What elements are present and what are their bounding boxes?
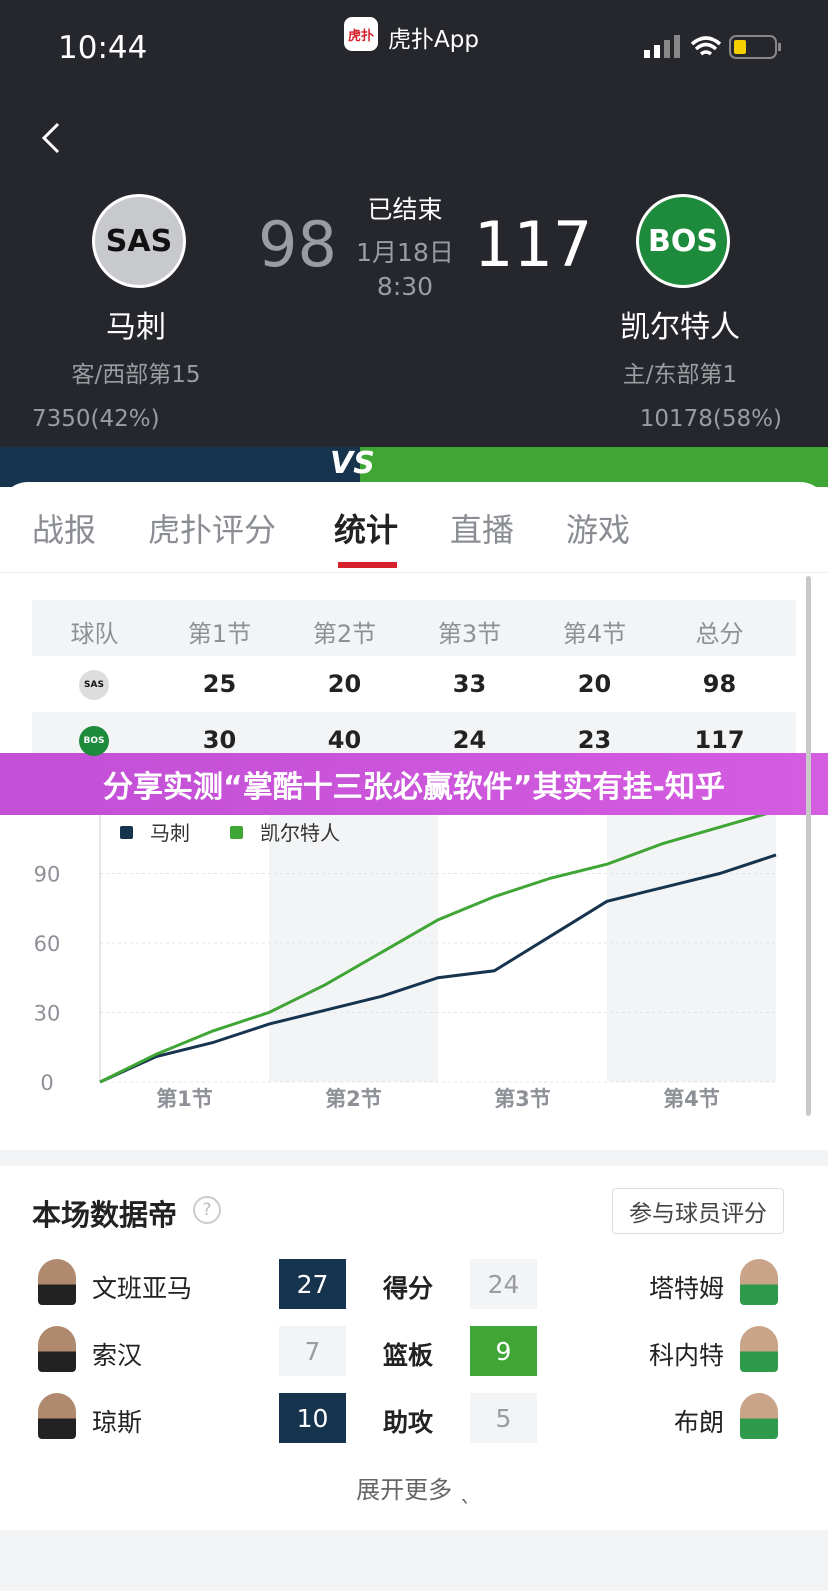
x-tick-label: 第3节 [494, 1087, 551, 1111]
table-header: 第4节 [562, 620, 627, 648]
away-avatar [38, 1259, 76, 1305]
table-header-bg [32, 600, 796, 656]
home-logo: BOS [636, 194, 730, 288]
home-player: 布朗 [673, 1408, 724, 1437]
legend-swatch [120, 826, 133, 839]
status-icons [644, 35, 781, 59]
home-rank: 主/东部第1 [622, 362, 738, 388]
vs-label: VS [330, 446, 375, 481]
game-status: 已结束 [367, 195, 443, 224]
vs-home-bar [360, 447, 828, 487]
home-player: 科内特 [648, 1341, 724, 1370]
legend-swatch [230, 826, 243, 839]
team-mini-logo: BOS [79, 726, 109, 756]
quarter-score: 30 [202, 726, 237, 754]
home-name: 凯尔特人 [620, 310, 740, 345]
home-support: 10178(58%) [639, 406, 782, 432]
stat-name: 助攻 [382, 1408, 433, 1437]
rate-button[interactable]: 参与球员评分 [612, 1188, 784, 1234]
away-value: 10 [279, 1393, 346, 1443]
tab[interactable]: 虎扑评分 [148, 511, 277, 549]
more-button[interactable]: 展开更多 ˎ [356, 1476, 472, 1504]
away-name: 马刺 [106, 310, 166, 345]
back-button[interactable] [38, 120, 68, 156]
leaders-title: 本场数据帝 [32, 1198, 178, 1232]
x-tick-label: 第2节 [325, 1087, 382, 1111]
x-tick-label: 第1节 [156, 1087, 213, 1111]
divider [0, 1150, 828, 1166]
tab[interactable]: 统计 [334, 511, 399, 549]
home-value: 5 [470, 1393, 537, 1443]
table-header: 球队 [70, 620, 119, 648]
y-tick-label: 0 [40, 1071, 53, 1095]
quarter-score: 23 [577, 726, 612, 754]
y-tick-label: 90 [34, 863, 61, 887]
y-tick-label: 60 [34, 932, 61, 956]
stat-name: 篮板 [382, 1341, 433, 1370]
banner: 分享实测“掌酷十三张必赢软件”其实有挂-知乎 [0, 753, 828, 815]
away-value: 7 [279, 1326, 346, 1376]
tab[interactable]: 游戏 [566, 511, 631, 549]
vs-away-bar [0, 447, 414, 487]
quarter-score: 33 [452, 670, 487, 698]
more-label: 展开更多 [356, 1476, 453, 1504]
home-avatar [740, 1393, 778, 1439]
score-chart: 第1节第2节第3节第4节0306090120马刺凯尔特人 [27, 793, 777, 1111]
app-icon: 虎扑 [344, 17, 378, 51]
table-header: 第3节 [437, 620, 502, 648]
quarter-score: 20 [327, 670, 362, 698]
footer-gap [0, 1530, 828, 1591]
total-score: 117 [694, 726, 745, 754]
legend-label: 马刺 [150, 821, 190, 845]
total-score: 98 [702, 670, 737, 698]
score-line [99, 809, 777, 1084]
away-rank: 客/西部第15 [71, 362, 201, 388]
game-header: 10:44 虎扑 虎扑App SAS BOS 马刺 凯尔特人 客/西部第15 主… [0, 0, 828, 450]
away-score: 98 [258, 208, 337, 281]
table-header: 第1节 [187, 620, 252, 648]
home-score: 117 [474, 208, 593, 281]
away-player: 琼斯 [92, 1408, 143, 1437]
quarter-score: 20 [577, 670, 612, 698]
away-logo: SAS [92, 194, 186, 288]
quarter-score: 40 [327, 726, 362, 754]
quarter-score: 25 [202, 670, 237, 698]
away-avatar [38, 1326, 76, 1372]
scrollbar [806, 576, 811, 1116]
tab-indicator [338, 562, 397, 568]
tab-bar [0, 482, 828, 573]
away-value: 27 [279, 1259, 346, 1309]
clock: 10:44 [58, 30, 148, 66]
team-mini-logo: SAS [79, 670, 109, 700]
score-line [99, 853, 777, 1084]
tab[interactable]: 直播 [450, 511, 515, 549]
legend-label: 凯尔特人 [260, 821, 340, 845]
quarter-score: 24 [452, 726, 487, 754]
away-support: 7350(42%) [32, 406, 160, 432]
x-tick-label: 第4节 [663, 1087, 720, 1111]
home-player: 塔特姆 [648, 1274, 724, 1303]
away-avatar [38, 1393, 76, 1439]
help-icon[interactable]: ? [193, 1196, 221, 1224]
home-value: 9 [470, 1326, 537, 1376]
stat-name: 得分 [382, 1274, 433, 1303]
game-time: 8:30 [376, 272, 434, 301]
y-tick-label: 30 [34, 1002, 61, 1026]
tab[interactable]: 战报 [32, 511, 97, 549]
table-header: 第2节 [312, 620, 377, 648]
table-header: 总分 [695, 620, 744, 648]
game-date: 1月18日 [356, 238, 454, 267]
home-avatar [740, 1259, 778, 1305]
home-value: 24 [470, 1259, 537, 1309]
away-player: 文班亚马 [92, 1274, 193, 1303]
away-player: 索汉 [92, 1341, 143, 1370]
home-avatar [740, 1326, 778, 1372]
app-name: 虎扑App [388, 27, 479, 53]
